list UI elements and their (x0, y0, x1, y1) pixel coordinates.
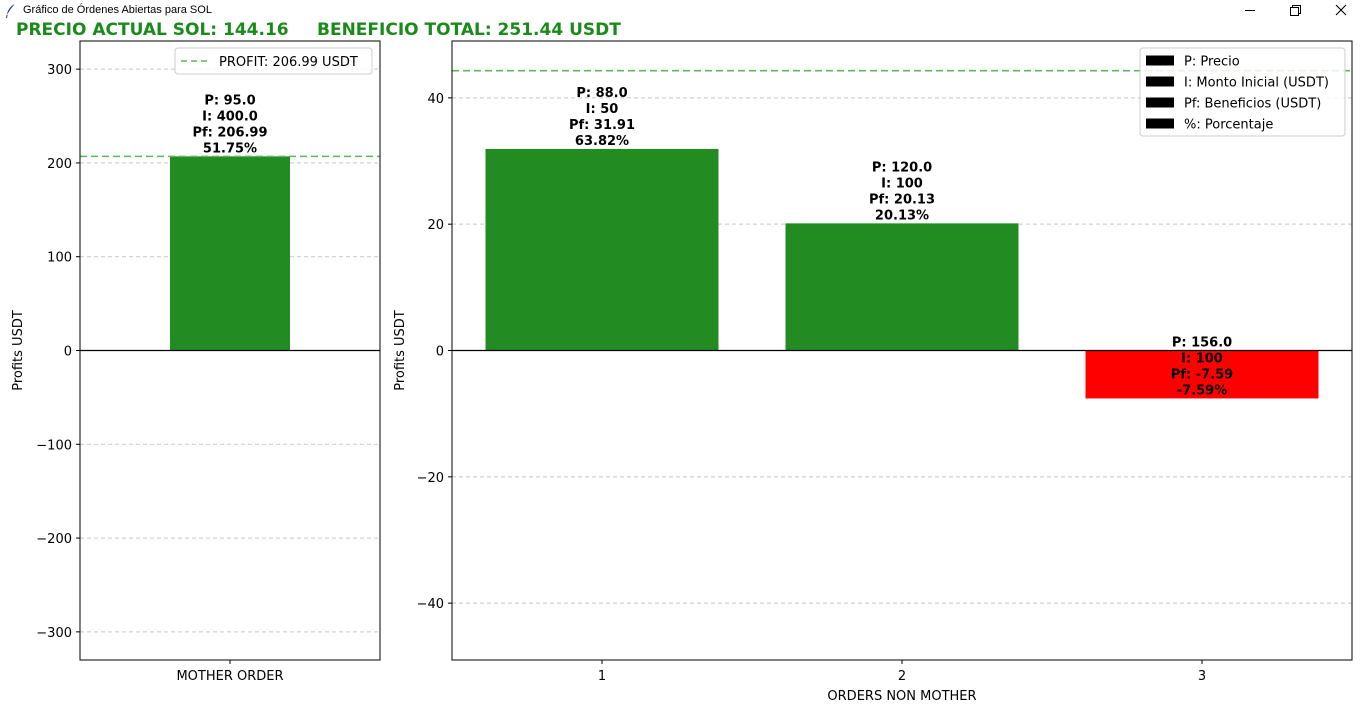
y-tick-label: −20 (417, 471, 444, 486)
minimize-button[interactable] (1227, 0, 1273, 22)
legend-swatch (1146, 97, 1174, 108)
close-button[interactable] (1318, 0, 1364, 22)
data-label: 20.13% (875, 208, 929, 223)
data-label: P: 156.0 (1172, 336, 1232, 351)
data-label: 63.82% (575, 134, 629, 149)
x-tick-label: 2 (898, 669, 906, 684)
bar (785, 223, 1019, 351)
y-axis-label: Profits USDT (11, 310, 26, 391)
legend-label: I: Monto Inicial (USDT) (1184, 76, 1329, 91)
x-axis-label: ORDERS NON MOTHER (827, 689, 976, 704)
bar (170, 156, 290, 351)
data-label: Pf: -7.59 (1171, 368, 1233, 383)
window-title: Gráfico de Órdenes Abiertas para SOL (23, 4, 212, 16)
data-label: I: 400.0 (202, 109, 258, 124)
bar (485, 148, 719, 351)
y-tick-label: −300 (36, 626, 72, 641)
y-tick-label: −200 (36, 532, 72, 547)
window-titlebar: Gráfico de Órdenes Abiertas para SOL (0, 0, 1370, 22)
y-tick-label: 100 (47, 251, 72, 266)
y-tick-label: −40 (417, 597, 444, 612)
current-price-label: PRECIO ACTUAL SOL: 144.16 (16, 20, 289, 40)
data-label: Pf: 20.13 (869, 192, 935, 207)
data-label: P: 120.0 (872, 160, 932, 175)
restore-icon (1290, 5, 1301, 16)
legend-swatch (1146, 55, 1174, 66)
bar (1085, 350, 1319, 399)
y-tick-label: −100 (36, 438, 72, 453)
legend-label: %: Porcentaje (1184, 118, 1273, 133)
legend-swatch (1146, 76, 1174, 87)
data-label: I: 100 (1181, 352, 1223, 367)
legend-box (174, 47, 373, 75)
legend-label: P: Precio (1184, 55, 1240, 70)
minimize-icon (1245, 10, 1255, 11)
feather-icon (6, 3, 16, 18)
data-label: I: 50 (586, 102, 619, 117)
legend-label: Pf: Beneficios (USDT) (1184, 97, 1321, 112)
y-tick-label: 40 (427, 92, 444, 107)
data-label: I: 100 (881, 176, 923, 191)
y-tick-label: 200 (47, 157, 72, 172)
data-label: P: 88.0 (576, 86, 627, 101)
data-label: Pf: 206.99 (192, 125, 267, 140)
legend-box (1139, 47, 1346, 137)
data-label: -7.59% (1177, 384, 1228, 399)
y-tick-label: 20 (427, 218, 444, 233)
x-tick-label: 1 (598, 669, 606, 684)
total-profit-label: BENEFICIO TOTAL: 251.44 USDT (317, 20, 621, 40)
data-label: P: 95.0 (204, 93, 255, 108)
x-tick-label: 3 (1198, 669, 1206, 684)
y-tick-label: 0 (436, 345, 444, 360)
data-label: 51.75% (203, 141, 257, 156)
restore-button[interactable] (1272, 0, 1318, 22)
y-tick-label: 300 (47, 63, 72, 78)
legend-swatch (1146, 118, 1174, 129)
data-label: Pf: 31.91 (569, 118, 635, 133)
close-icon (1335, 4, 1347, 16)
legend-label: PROFIT: 206.99 USDT (219, 55, 358, 70)
y-axis-label: Profits USDT (393, 310, 408, 391)
x-tick-label: MOTHER ORDER (176, 669, 283, 684)
y-tick-label: 0 (64, 345, 72, 360)
